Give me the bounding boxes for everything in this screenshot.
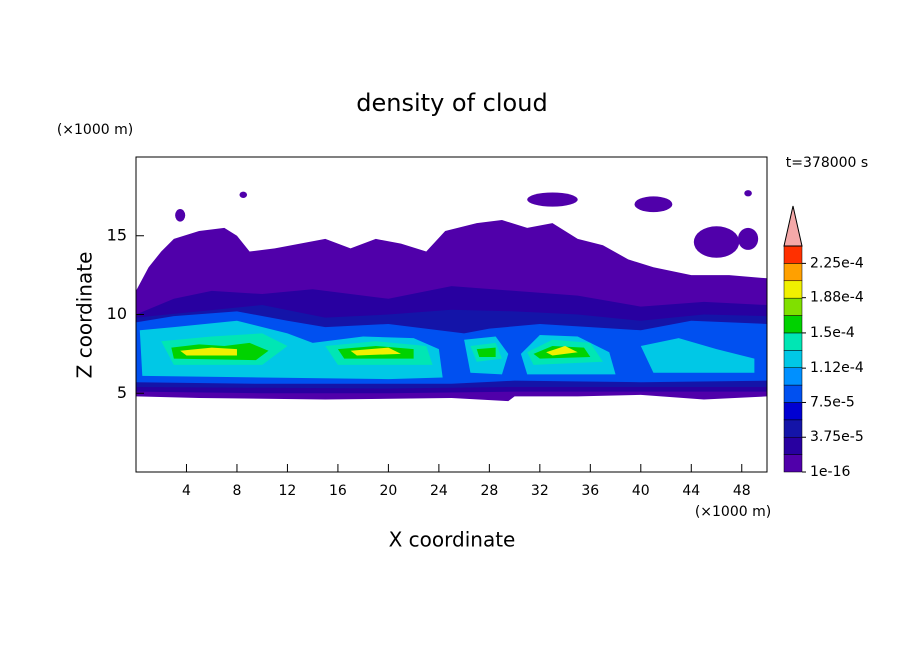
y-axis-label: Z coordinate [73,252,97,379]
time-label: t=378000 s [786,155,868,171]
colorbar-tick-label: 1.88e-4 [810,290,864,306]
colorbar-band [783,245,803,264]
contour-region [180,347,237,356]
y-tick-label: 5 [117,383,127,402]
colorbar-band [783,367,803,386]
colorbar-band [783,263,803,282]
x-tick-label: 8 [232,483,241,499]
y-unit: (×1000 m) [57,122,133,138]
x-tick-label: 36 [581,483,599,499]
contour-region [175,208,186,222]
x-axis-label: X coordinate [389,528,516,552]
x-tick-label: 28 [480,483,498,499]
contour-region [737,227,759,250]
x-tick-label: 16 [329,483,347,499]
x-unit: (×1000 m) [695,504,771,520]
colorbar-tick-label: 3.75e-5 [810,429,864,445]
colorbar-band [783,436,803,455]
colorbar-tick-label: 1.12e-4 [810,360,864,376]
colorbar-extension [783,205,803,247]
contour-region [527,192,578,207]
colorbar-band [783,315,803,334]
colorbar-tick-label: 1.5e-4 [810,325,855,341]
contour-region [634,196,673,213]
y-tick-label: 15 [107,225,127,244]
colorbar-band [783,350,803,368]
colorbar-band [783,280,803,299]
y-tick-label: 10 [107,304,127,323]
contour-region [744,190,752,197]
x-tick-label: 40 [632,483,650,499]
colorbar-band [783,384,803,403]
colorbar-tick-label: 1e-16 [810,464,850,480]
colorbar-tick-label: 7.5e-5 [810,394,855,410]
contour-region [350,347,402,356]
colorbar-band [783,402,803,421]
colorbar-tick-label: 2.25e-4 [810,255,864,271]
x-tick-label: 44 [682,483,700,499]
contour-region [476,347,496,358]
chart-title: density of cloud [356,89,547,117]
contour-region [693,226,740,258]
contour-region [546,346,578,356]
colorbar-band [783,297,803,316]
colorbar-band [783,332,803,351]
contour-region [640,338,755,373]
x-tick-label: 4 [182,483,191,499]
contour-region [239,191,248,198]
x-tick-label: 48 [733,483,751,499]
x-tick-label: 24 [430,483,448,499]
colorbar-band [783,454,803,473]
colorbar-band [783,419,803,438]
x-tick-label: 20 [379,483,397,499]
x-tick-label: 32 [531,483,549,499]
x-tick-label: 12 [279,483,297,499]
